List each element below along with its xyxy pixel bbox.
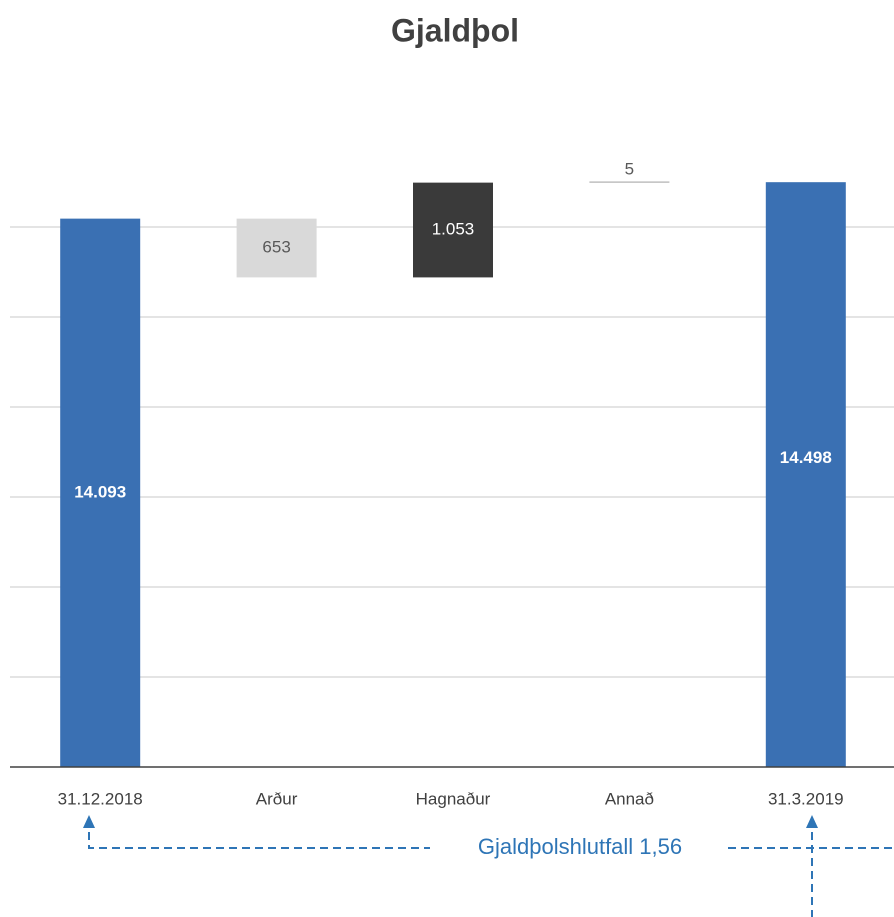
bar	[236, 218, 317, 278]
chart-title: Gjaldþol	[391, 12, 519, 48]
data-label: 1.053	[432, 219, 475, 238]
x-tick-label: Arður	[256, 789, 298, 808]
arrow-head	[806, 815, 818, 828]
data-label: 14.498	[780, 448, 832, 467]
data-label: 5	[625, 160, 634, 179]
data-label: 653	[262, 237, 290, 256]
data-label: 14.093	[74, 482, 126, 501]
x-tick-label: Hagnaður	[416, 789, 491, 808]
arrow-head	[83, 815, 95, 828]
annotation: Gjaldþolshlutfall 1,56	[478, 834, 682, 859]
annotation-line	[88, 832, 430, 849]
annotation-lines	[88, 832, 894, 917]
bar	[60, 218, 141, 767]
bar	[765, 182, 846, 767]
x-tick-label: 31.12.2018	[58, 789, 143, 808]
x-tick-label: 31.3.2019	[768, 789, 844, 808]
x-tick-label: Annað	[605, 789, 654, 808]
bar	[413, 182, 493, 278]
